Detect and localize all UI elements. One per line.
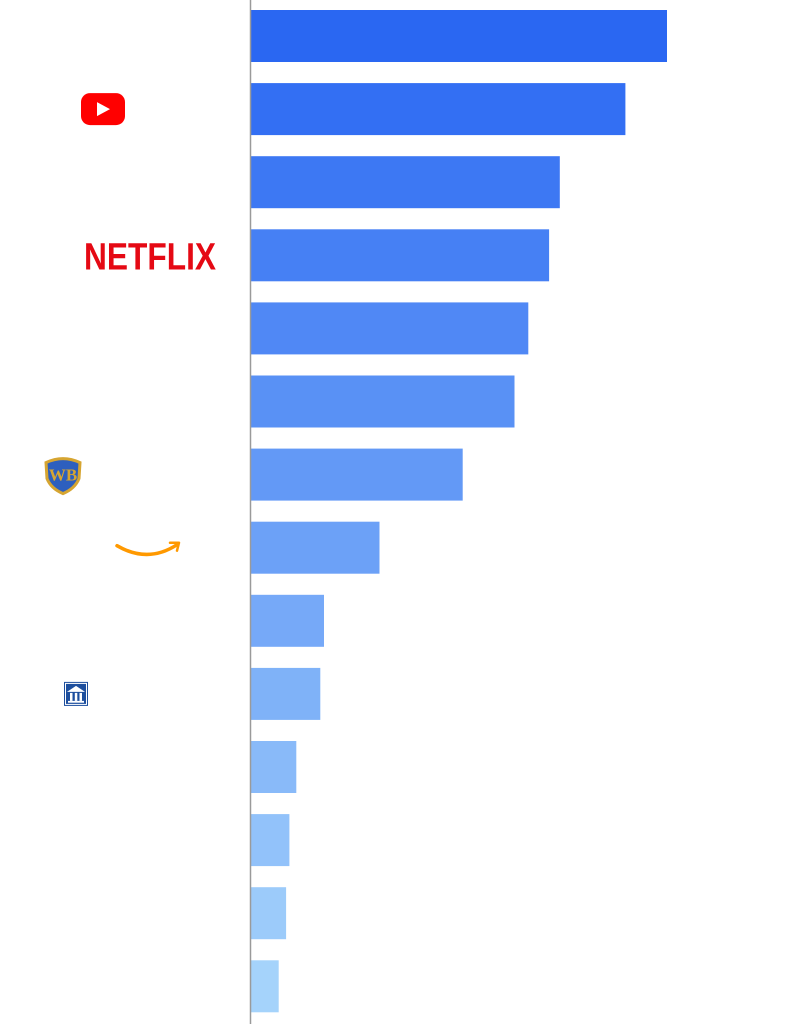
bar-8 — [251, 521, 380, 574]
bar-3 — [251, 156, 560, 209]
bar-14 — [251, 960, 279, 1013]
bar-10 — [251, 667, 321, 720]
bar-4 — [251, 229, 550, 282]
logos-group: NETFLIX WB — [44, 93, 217, 706]
bar-7 — [251, 448, 463, 501]
bar-9 — [251, 594, 324, 647]
bar-2 — [251, 83, 626, 136]
bar-12 — [251, 814, 290, 867]
bar-13 — [251, 887, 287, 940]
bars-group — [251, 10, 667, 1013]
paramount-logo — [64, 681, 88, 706]
netflix-logo: NETFLIX — [84, 236, 217, 278]
bar-11 — [251, 741, 297, 793]
youtube-logo — [81, 93, 125, 126]
bar-1 — [251, 10, 667, 62]
amazon-logo — [115, 541, 181, 557]
bar-5 — [251, 302, 529, 355]
bar-6 — [251, 375, 515, 428]
warner-bros-logo: WB — [44, 457, 82, 496]
netflix-wordmark: NETFLIX — [84, 236, 217, 278]
wb-letters: WB — [49, 466, 77, 485]
